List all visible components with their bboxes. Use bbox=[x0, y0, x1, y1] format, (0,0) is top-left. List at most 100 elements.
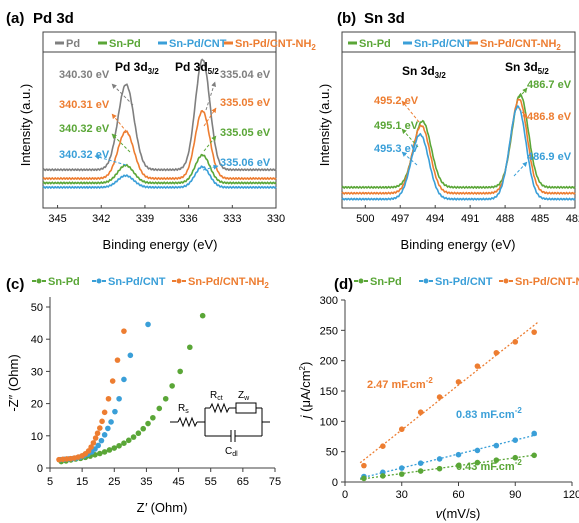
point-sn-pd-cnt bbox=[417, 460, 424, 466]
panel-b-annotations: 495.2 eV 495.1 eV 495.3 eV 486.7 eV 486.8 eV… bbox=[374, 79, 572, 177]
legend-marker-sn-pd-cnt bbox=[423, 278, 429, 284]
annotation-arrow bbox=[401, 100, 420, 123]
annotation-label: 495.2 eV bbox=[374, 95, 419, 107]
legend-label-sn-pd-cnt-nh2: Sn-Pd/CNT-NH2 bbox=[515, 276, 579, 290]
x-tick-label: 330 bbox=[267, 213, 285, 225]
x-tick-label: 55 bbox=[205, 476, 217, 488]
point-sn-pd bbox=[156, 405, 163, 412]
point-sn-pd-cnt bbox=[121, 376, 127, 383]
x-tick-label: 90 bbox=[509, 489, 521, 501]
point-sn-pd-cnt bbox=[398, 465, 405, 471]
annotation-label: 495.3 eV bbox=[374, 143, 419, 155]
fit-line-sn-pd bbox=[360, 453, 539, 480]
panel-b-xlabel: Binding energy (eV) bbox=[401, 237, 516, 252]
annotation-label: 335.05 eV bbox=[220, 97, 271, 109]
panel-c-xlabel: Z′ (Ohm) bbox=[137, 500, 188, 515]
annotation-arrow bbox=[203, 107, 217, 127]
circuit-rct-label: Rct bbox=[210, 390, 223, 402]
circuit-zw-element bbox=[235, 402, 257, 414]
x-tick-label: 35 bbox=[140, 476, 152, 488]
point-sn-pd bbox=[106, 447, 113, 453]
point-sn-pd bbox=[361, 475, 367, 482]
sn-3d52-peak-label: Sn 3d5/2 bbox=[505, 60, 549, 76]
circuit-rs-resistor bbox=[177, 416, 198, 428]
panel-a-curves bbox=[42, 58, 277, 190]
point-sn-pd bbox=[140, 425, 147, 432]
x-tick-label: 345 bbox=[48, 213, 66, 225]
annotation-arrow bbox=[401, 128, 419, 148]
point-sn-pd bbox=[436, 465, 443, 472]
annotation-label: 486.9 eV bbox=[527, 151, 572, 163]
y-tick-label: 20 bbox=[31, 399, 43, 411]
x-tick-label: 339 bbox=[136, 213, 154, 225]
y-tick-label: 40 bbox=[31, 334, 43, 346]
legend-label-sn-pd: Sn-Pd bbox=[48, 276, 80, 288]
legend-label-sn-pd-cnt-nh2: Sn-Pd/CNT-NH2 bbox=[188, 276, 269, 290]
panel-a-ylabel: Intensity (a.u.) bbox=[18, 84, 33, 166]
panel-a-annotations: 340.30 eV 340.31 eV 340.32 eV 340.32 eV 335.… bbox=[59, 69, 271, 171]
y-tick-label: 100 bbox=[320, 416, 338, 428]
panel-b-label: (b) bbox=[337, 10, 356, 27]
point-sn-pd bbox=[455, 462, 462, 469]
panel-d-ylabel: j (μA/cm2) bbox=[298, 362, 313, 421]
point-sn-pd bbox=[531, 452, 537, 459]
annotation-label: 486.8 eV bbox=[527, 111, 572, 123]
circuit-rct-resistor bbox=[209, 402, 230, 414]
panel-b: (b) Sn 3d Sn-Pd Sn-Pd/CNT Sn-Pd/CNT-NH2 50… bbox=[317, 10, 579, 252]
point-sn-pd-cnt-nh2 bbox=[121, 328, 127, 334]
y-tick-label: 10 bbox=[31, 431, 43, 443]
x-tick-label: 485 bbox=[531, 213, 549, 225]
point-sn-pd-cnt-nh2 bbox=[398, 426, 405, 433]
point-sn-pd-cnt-nh2 bbox=[94, 430, 101, 437]
x-tick-label: 488 bbox=[496, 213, 514, 225]
panel-a: (a) Pd 3d Pd Sn-Pd Sn-Pd/CNT Sn-Pd/CNT-NH2 … bbox=[6, 10, 316, 252]
annotation-label: 335.04 eV bbox=[220, 69, 271, 81]
point-sn-pd bbox=[116, 442, 122, 449]
y-tick-label: 30 bbox=[31, 366, 43, 378]
pd-3d32-peak-label: Pd 3d3/2 bbox=[115, 60, 159, 76]
panel-c-legend: Sn-Pd Sn-Pd/CNT Sn-Pd/CNT-NH2 bbox=[32, 276, 269, 290]
annotation-arrow bbox=[401, 151, 418, 166]
annotation-arrow bbox=[518, 87, 528, 99]
legend-marker-sn-pd bbox=[358, 278, 364, 284]
legend-marker-sn-pd bbox=[36, 278, 42, 284]
point-sn-pd bbox=[398, 471, 405, 477]
point-sn-pd bbox=[130, 434, 137, 440]
y-tick-label: 50 bbox=[326, 447, 338, 459]
point-sn-pd bbox=[150, 414, 156, 421]
y-tick-label: 0 bbox=[37, 463, 43, 475]
curve-sn-pd bbox=[341, 92, 576, 190]
annotation-label: 340.32 eV bbox=[59, 149, 110, 161]
legend-marker-sn-pd-cnt bbox=[96, 278, 102, 284]
x-tick-label: 500 bbox=[356, 213, 374, 225]
slope-label-sn-pd: 0.43 mF.cm-2 bbox=[456, 458, 522, 473]
panel-d-xlabel: v(mV/s) bbox=[436, 506, 481, 521]
panel-d-ticks: 0 30 60 90 120 0 50 100 150 200 250 300 bbox=[320, 295, 579, 501]
point-sn-pd bbox=[380, 473, 386, 479]
point-sn-pd-cnt bbox=[493, 442, 500, 449]
x-tick-label: 120 bbox=[563, 489, 579, 501]
annotation-arrow bbox=[203, 135, 217, 152]
x-tick-label: 491 bbox=[461, 213, 479, 225]
circuit-rct-sub: ct bbox=[217, 395, 223, 402]
equivalent-circuit bbox=[170, 402, 270, 442]
point-sn-pd-cnt-nh2 bbox=[105, 395, 112, 402]
point-sn-pd bbox=[97, 450, 103, 457]
x-tick-label: 482 bbox=[566, 213, 579, 225]
panel-a-frame bbox=[42, 31, 277, 209]
point-sn-pd-cnt-nh2 bbox=[90, 440, 97, 446]
x-tick-label: 15 bbox=[76, 476, 88, 488]
y-tick-label: 300 bbox=[320, 295, 338, 307]
point-sn-pd bbox=[169, 383, 175, 389]
legend-label-sn-pd: Sn-Pd bbox=[370, 276, 402, 288]
circuit-rs-label: Rs bbox=[178, 403, 189, 415]
point-sn-pd-cnt-nh2 bbox=[531, 329, 537, 335]
circuit-zw-sub: w bbox=[243, 395, 250, 402]
point-sn-pd-cnt-nh2 bbox=[417, 409, 424, 416]
panel-c-ticks: 5 15 25 35 45 55 65 75 0 10 20 30 40 50 bbox=[31, 302, 281, 488]
point-sn-pd-cnt-nh2 bbox=[109, 378, 116, 384]
point-sn-pd-cnt-nh2 bbox=[474, 363, 481, 369]
point-sn-pd-cnt bbox=[436, 456, 443, 462]
point-sn-pd bbox=[493, 457, 500, 463]
annotation-arrow bbox=[111, 133, 131, 153]
